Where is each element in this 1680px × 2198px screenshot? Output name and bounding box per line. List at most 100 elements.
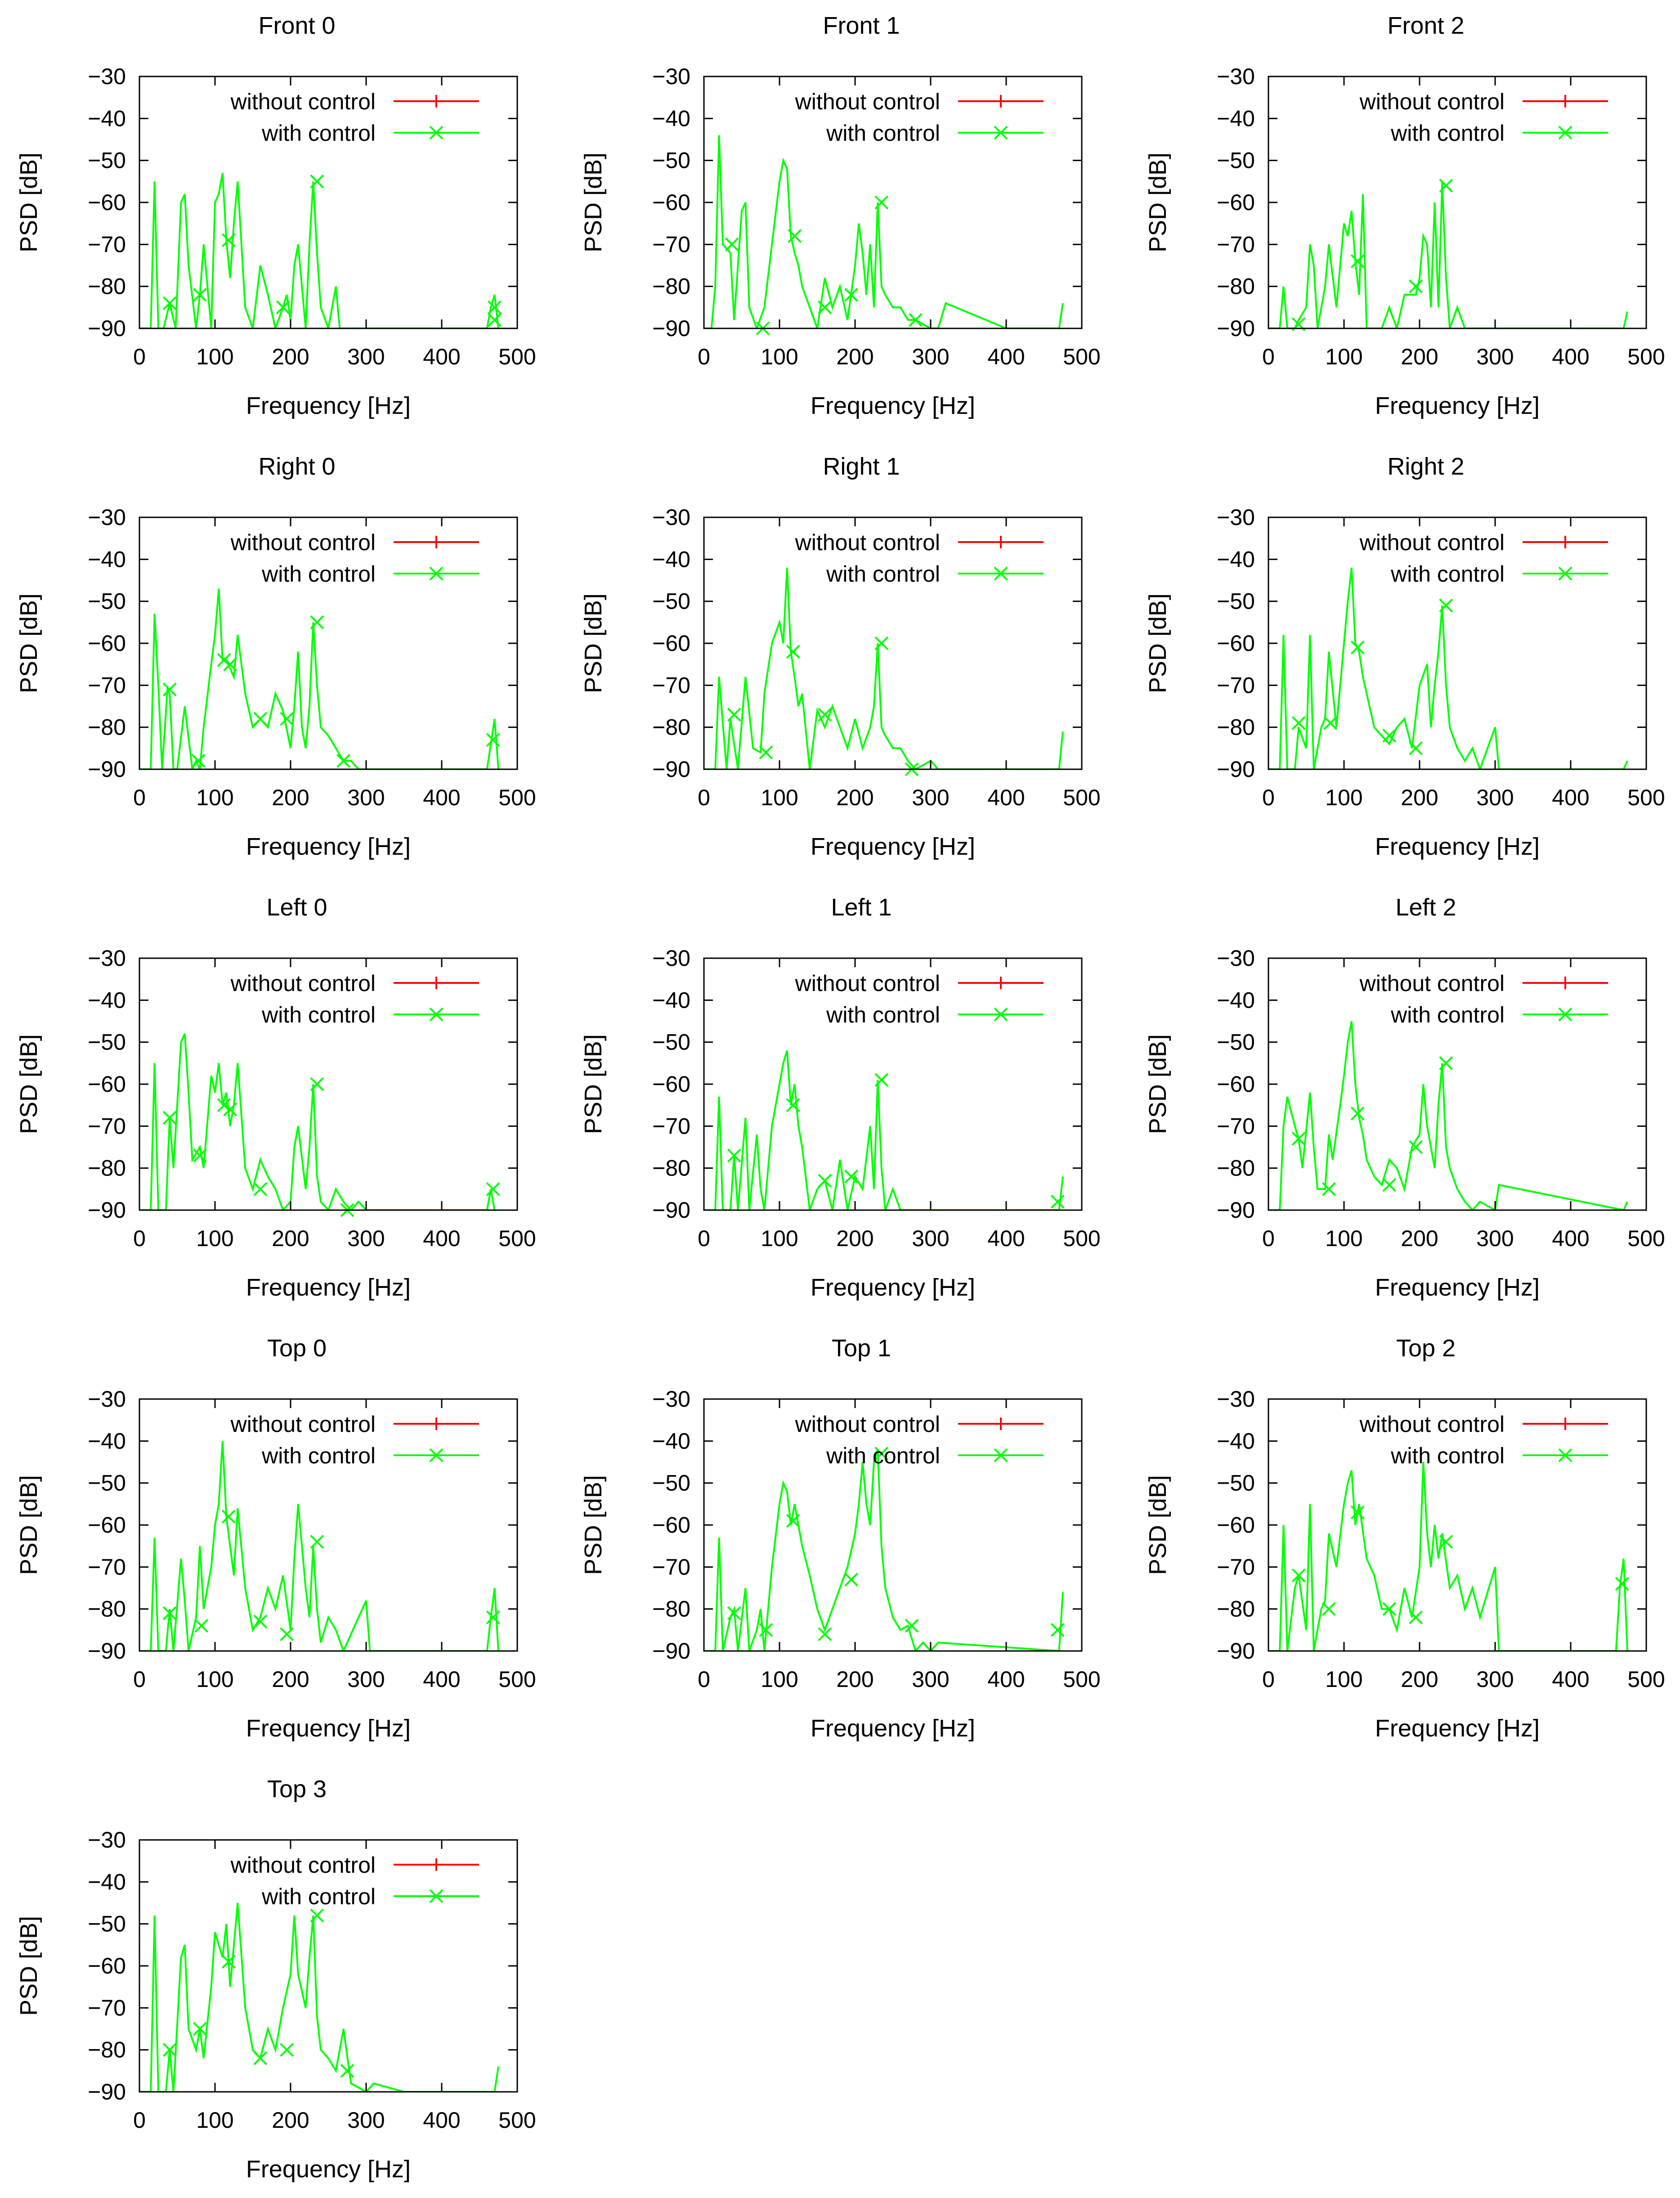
legend-label: with control <box>1390 1443 1505 1468</box>
x-tick-label: 200 <box>1401 1226 1438 1251</box>
x-tick-label: 500 <box>1627 1667 1665 1692</box>
y-tick-label: −70 <box>88 1554 126 1579</box>
x-tick-label: 400 <box>423 1226 460 1251</box>
data-marker <box>1050 1194 1065 1209</box>
y-tick-label: −30 <box>652 946 690 971</box>
data-marker <box>162 1111 177 1125</box>
y-tick-label: −40 <box>652 1428 690 1453</box>
y-tick-label: −90 <box>88 1198 126 1223</box>
data-marker <box>1350 640 1365 655</box>
legend-label: with control <box>826 1443 940 1468</box>
series-line-with-control <box>1268 1462 1628 1651</box>
y-tick-label: −50 <box>1217 148 1255 173</box>
y-tick-label: −90 <box>1217 757 1255 782</box>
legend-label: with control <box>1390 1002 1505 1027</box>
data-marker <box>725 237 739 251</box>
x-axis-label: Frequency [Hz] <box>811 392 975 419</box>
y-tick-label: −50 <box>652 1030 690 1055</box>
legend-label: without control <box>795 971 940 996</box>
data-marker <box>223 1102 237 1117</box>
y-tick-label: −40 <box>1217 106 1255 131</box>
y-tick-label: −60 <box>652 1512 690 1538</box>
data-marker <box>1382 1602 1397 1616</box>
x-tick-label: 400 <box>423 344 460 369</box>
x-tick-label: 0 <box>698 1667 710 1692</box>
y-tick-label: −70 <box>88 1995 126 2020</box>
x-tick-label: 500 <box>498 1667 536 1692</box>
x-tick-label: 500 <box>1627 1226 1665 1251</box>
data-marker <box>193 287 207 302</box>
y-tick-label: −70 <box>1217 1554 1255 1579</box>
x-tick-label: 100 <box>1325 1226 1362 1251</box>
y-tick-label: −70 <box>88 232 126 257</box>
y-tick-label: −90 <box>652 316 690 341</box>
x-tick-label: 300 <box>1476 1226 1514 1251</box>
chart-panel: Left 2 −90 −80 −70 −60 −50 −40 −30 0 100 200 300 400… <box>1144 894 1665 1301</box>
series-line-with-control <box>139 1441 499 1651</box>
data-marker <box>874 1446 889 1461</box>
legend-label: without control <box>795 530 940 555</box>
y-tick-label: −60 <box>652 1072 690 1097</box>
y-axis-label: PSD [dB] <box>15 593 42 693</box>
series-line-with-control <box>139 173 499 328</box>
data-marker <box>221 1509 236 1524</box>
x-tick-label: 500 <box>498 2108 536 2133</box>
series-line-with-control <box>139 1902 499 2092</box>
y-tick-label: −40 <box>1217 547 1255 572</box>
y-tick-label: −60 <box>88 190 126 215</box>
data-marker <box>1615 1577 1629 1591</box>
data-marker <box>253 2051 268 2065</box>
chart-title: Front 2 <box>1387 12 1464 39</box>
y-tick-label: −60 <box>88 1953 126 1978</box>
legend-label: with control <box>261 1443 376 1468</box>
legend-label: with control <box>826 121 940 146</box>
data-marker <box>253 1182 268 1196</box>
x-tick-label: 400 <box>987 1226 1025 1251</box>
y-tick-label: −50 <box>1217 1471 1255 1496</box>
x-tick-label: 100 <box>761 785 798 810</box>
x-tick-label: 400 <box>1552 1226 1589 1251</box>
data-marker <box>759 1623 773 1637</box>
x-tick-label: 500 <box>1627 785 1665 810</box>
y-tick-label: −40 <box>1217 987 1255 1013</box>
x-tick-label: 0 <box>1262 1667 1275 1692</box>
data-marker <box>253 1615 268 1629</box>
legend-label: with control <box>1390 561 1505 587</box>
data-marker <box>1439 1534 1453 1549</box>
y-tick-label: −40 <box>1217 1428 1255 1453</box>
data-marker <box>280 712 294 726</box>
y-tick-label: −40 <box>88 106 126 131</box>
x-tick-label: 0 <box>133 344 146 369</box>
x-tick-label: 0 <box>698 1226 710 1251</box>
chart-title: Right 2 <box>1387 453 1464 480</box>
y-tick-label: −90 <box>88 1638 126 1664</box>
data-marker <box>1291 1568 1306 1583</box>
x-tick-label: 300 <box>1476 785 1514 810</box>
chart-title: Front 1 <box>823 12 900 39</box>
series-line-with-control <box>139 1033 496 1210</box>
y-tick-label: −80 <box>88 1597 126 1622</box>
chart-panel: Right 2 −90 −80 −70 −60 −50 −40 −30 0 100 200 300 40… <box>1144 453 1665 860</box>
x-tick-label: 200 <box>836 785 874 810</box>
series-line-with-control <box>704 1050 1064 1210</box>
x-tick-label: 100 <box>1325 785 1362 810</box>
y-tick-label: −60 <box>1217 631 1255 656</box>
y-axis-label: PSD [dB] <box>15 1034 42 1134</box>
legend-marker-x <box>1558 1007 1572 1022</box>
legend-label: without control <box>795 89 940 114</box>
legend-label: without control <box>230 530 376 555</box>
x-axis-label: Frequency [Hz] <box>246 833 411 860</box>
x-tick-label: 0 <box>698 344 710 369</box>
legend-marker-x <box>429 566 444 581</box>
x-tick-label: 300 <box>347 785 385 810</box>
data-marker <box>818 1627 832 1642</box>
data-marker <box>844 287 859 302</box>
x-tick-label: 500 <box>1063 785 1100 810</box>
x-tick-label: 0 <box>133 1667 146 1692</box>
data-marker <box>1350 1106 1365 1121</box>
y-tick-label: −70 <box>88 673 126 698</box>
x-tick-label: 200 <box>1401 344 1438 369</box>
plot-frame <box>703 76 1083 329</box>
data-marker <box>727 708 741 722</box>
data-marker <box>276 300 290 314</box>
